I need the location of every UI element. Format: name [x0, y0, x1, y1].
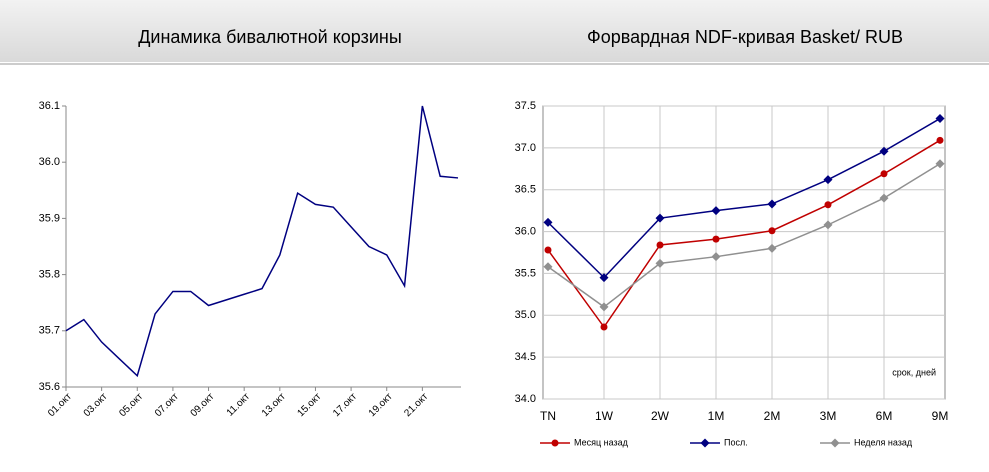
marker: [768, 227, 776, 235]
y-tick-label: 35.5: [515, 267, 536, 279]
chart-title: Динамика бивалютной корзины: [138, 27, 402, 47]
y-tick-label: 37.0: [515, 142, 536, 154]
marker: [599, 302, 609, 312]
data-line: [547, 117, 941, 279]
marker: [599, 273, 609, 283]
y-tick-label: 36.1: [39, 100, 60, 112]
x-tick-label: 9M: [932, 409, 949, 423]
annotation: срок, дней: [892, 367, 936, 377]
marker: [935, 114, 945, 124]
legend-label: Посл.: [724, 437, 748, 447]
x-tick-label: 19.окт: [367, 391, 395, 419]
x-tick-label: 21.окт: [402, 391, 430, 419]
x-tick-label: 17.окт: [331, 391, 359, 419]
y-tick-label: 36.5: [515, 184, 536, 196]
chart-title: Форвардная NDF-кривая Basket/ RUB: [587, 27, 903, 47]
marker: [767, 199, 777, 209]
y-tick-label: 35.8: [39, 269, 60, 281]
marker: [712, 235, 720, 243]
marker: [656, 241, 664, 249]
x-tick-label: 13.окт: [260, 391, 288, 419]
x-tick-label: 2W: [651, 409, 670, 423]
marker: [543, 217, 553, 227]
header-band: [0, 0, 989, 62]
x-tick-label: 1M: [708, 409, 725, 423]
x-tick-label: 07.окт: [153, 391, 181, 419]
marker: [551, 439, 559, 447]
marker: [544, 246, 552, 254]
y-tick-label: 35.6: [39, 381, 60, 393]
data-line: [65, 105, 459, 378]
x-tick-label: 01.окт: [46, 391, 74, 419]
y-tick-label: 36.0: [39, 156, 60, 168]
marker: [879, 193, 889, 203]
x-tick-label: 05.окт: [117, 391, 145, 419]
y-tick-label: 34.5: [515, 351, 536, 363]
y-tick-label: 35.0: [515, 309, 536, 321]
x-tick-label: 2M: [764, 409, 781, 423]
data-line: [547, 163, 941, 308]
marker: [655, 213, 665, 223]
marker: [767, 243, 777, 253]
x-tick-label: 03.окт: [82, 391, 110, 419]
marker: [935, 159, 945, 169]
marker: [823, 220, 833, 230]
marker: [936, 136, 944, 144]
marker: [880, 170, 888, 178]
marker: [879, 146, 889, 156]
marker: [823, 175, 833, 185]
data-line: [547, 139, 941, 329]
x-tick-label: 6M: [876, 409, 893, 423]
marker: [711, 206, 721, 216]
x-tick-label: TN: [540, 409, 556, 423]
y-tick-label: 34.0: [515, 393, 536, 405]
y-tick-label: 36.0: [515, 225, 536, 237]
y-tick-label: 37.5: [515, 100, 536, 112]
x-tick-label: 09.окт: [189, 391, 217, 419]
x-tick-label: 11.окт: [225, 391, 253, 419]
x-tick-label: 15.окт: [295, 391, 323, 419]
x-tick-label: 3M: [820, 409, 837, 423]
marker: [700, 438, 710, 448]
marker: [830, 438, 840, 448]
marker: [600, 323, 608, 331]
marker: [543, 262, 553, 272]
y-tick-label: 35.9: [39, 212, 60, 224]
marker: [655, 258, 665, 268]
x-tick-label: 1W: [595, 409, 614, 423]
marker: [824, 201, 832, 209]
y-tick-label: 35.7: [39, 325, 60, 337]
legend-label: Неделя назад: [854, 437, 913, 447]
legend-label: Месяц назад: [574, 437, 629, 447]
marker: [711, 252, 721, 262]
